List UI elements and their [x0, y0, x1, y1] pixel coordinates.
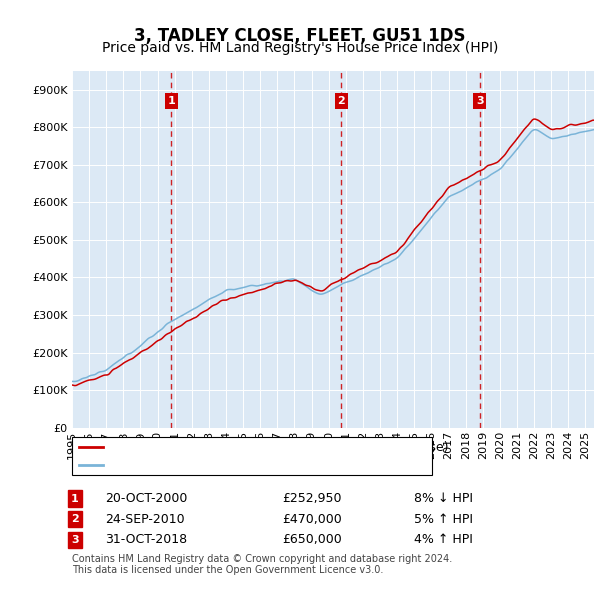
Text: Contains HM Land Registry data © Crown copyright and database right 2024.
This d: Contains HM Land Registry data © Crown c… [72, 553, 452, 575]
Text: HPI: Average price, detached house, Hart: HPI: Average price, detached house, Hart [108, 459, 367, 472]
Text: 31-OCT-2018: 31-OCT-2018 [105, 533, 187, 546]
Text: £252,950: £252,950 [282, 492, 341, 505]
Text: £650,000: £650,000 [282, 533, 342, 546]
Text: 2: 2 [71, 514, 79, 524]
Text: 5% ↑ HPI: 5% ↑ HPI [414, 513, 473, 526]
Text: 2: 2 [337, 96, 345, 106]
Text: 8% ↓ HPI: 8% ↓ HPI [414, 492, 473, 505]
Text: 1: 1 [167, 96, 175, 106]
Text: Price paid vs. HM Land Registry's House Price Index (HPI): Price paid vs. HM Land Registry's House … [102, 41, 498, 55]
Text: 3, TADLEY CLOSE, FLEET, GU51 1DS (detached house): 3, TADLEY CLOSE, FLEET, GU51 1DS (detach… [108, 441, 449, 454]
Text: 3, TADLEY CLOSE, FLEET, GU51 1DS: 3, TADLEY CLOSE, FLEET, GU51 1DS [134, 27, 466, 45]
Text: 20-OCT-2000: 20-OCT-2000 [105, 492, 187, 505]
Text: £470,000: £470,000 [282, 513, 342, 526]
Text: 4% ↑ HPI: 4% ↑ HPI [414, 533, 473, 546]
Text: 1: 1 [71, 494, 79, 503]
Text: 3: 3 [476, 96, 484, 106]
Text: 24-SEP-2010: 24-SEP-2010 [105, 513, 185, 526]
Text: 3: 3 [71, 535, 79, 545]
